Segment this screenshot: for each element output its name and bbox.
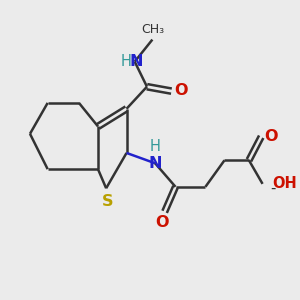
Text: -: - <box>270 181 275 196</box>
Text: N: N <box>148 156 162 171</box>
Text: CH₃: CH₃ <box>141 23 164 36</box>
Text: H: H <box>121 54 131 69</box>
Text: O: O <box>175 83 188 98</box>
Text: O: O <box>265 129 278 144</box>
Text: S: S <box>102 194 113 208</box>
Text: OH: OH <box>272 176 297 191</box>
Text: N: N <box>129 54 143 69</box>
Text: O: O <box>155 215 169 230</box>
Text: H: H <box>150 139 160 154</box>
